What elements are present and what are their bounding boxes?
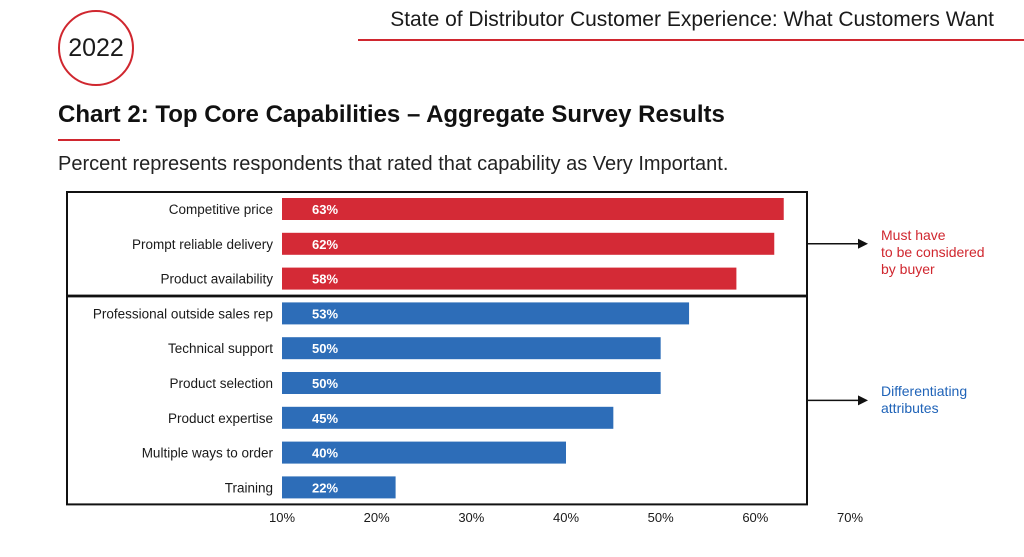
value-label: 63% (312, 202, 338, 217)
bar (282, 337, 661, 360)
header-divider (358, 39, 1024, 41)
category-label: Professional outside sales rep (93, 306, 273, 321)
bar (282, 476, 396, 499)
title-underline (58, 139, 120, 141)
value-label: 45% (312, 411, 338, 426)
bar (282, 198, 784, 220)
value-label: 40% (312, 446, 338, 461)
x-tick-label: 20% (364, 510, 390, 525)
category-label: Product selection (169, 376, 273, 391)
group-box-differentiating (66, 295, 808, 506)
must-have-note: Must have to be considered by buyer (881, 227, 985, 277)
category-label: Multiple ways to order (142, 446, 274, 461)
differentiating-note: Differentiating attributes (881, 383, 968, 416)
x-tick-label: 10% (269, 510, 295, 525)
category-label: Training (225, 480, 273, 495)
year-text: 2022 (68, 33, 124, 62)
chart-title: Chart 2: Top Core Capabilities – Aggrega… (58, 101, 725, 128)
arrow-head-icon (858, 395, 868, 406)
value-label: 50% (312, 376, 338, 391)
x-tick-label: 30% (458, 510, 484, 525)
bar (282, 302, 690, 325)
value-label: 50% (312, 341, 338, 356)
bar (282, 232, 775, 255)
value-label: 58% (312, 272, 338, 287)
arrow-head-icon (858, 238, 868, 249)
bar (282, 441, 566, 464)
value-label: 53% (312, 306, 338, 321)
category-label: Product expertise (168, 411, 273, 426)
bar (282, 267, 737, 290)
value-label: 22% (312, 480, 338, 495)
x-tick-label: 50% (648, 510, 674, 525)
category-label: Product availability (160, 272, 273, 287)
category-label: Prompt reliable delivery (132, 237, 273, 252)
bar (282, 406, 614, 429)
x-tick-label: 70% (837, 510, 863, 525)
chart-subtitle: Percent represents respondents that rate… (58, 153, 729, 175)
x-tick-label: 40% (553, 510, 579, 525)
value-label: 62% (312, 237, 338, 252)
report-title: State of Distributor Customer Experience… (390, 8, 994, 31)
bar (282, 372, 661, 394)
category-label: Competitive price (169, 202, 273, 217)
x-tick-label: 60% (742, 510, 768, 525)
year-badge: 2022 (58, 10, 134, 86)
category-label: Technical support (168, 341, 273, 356)
